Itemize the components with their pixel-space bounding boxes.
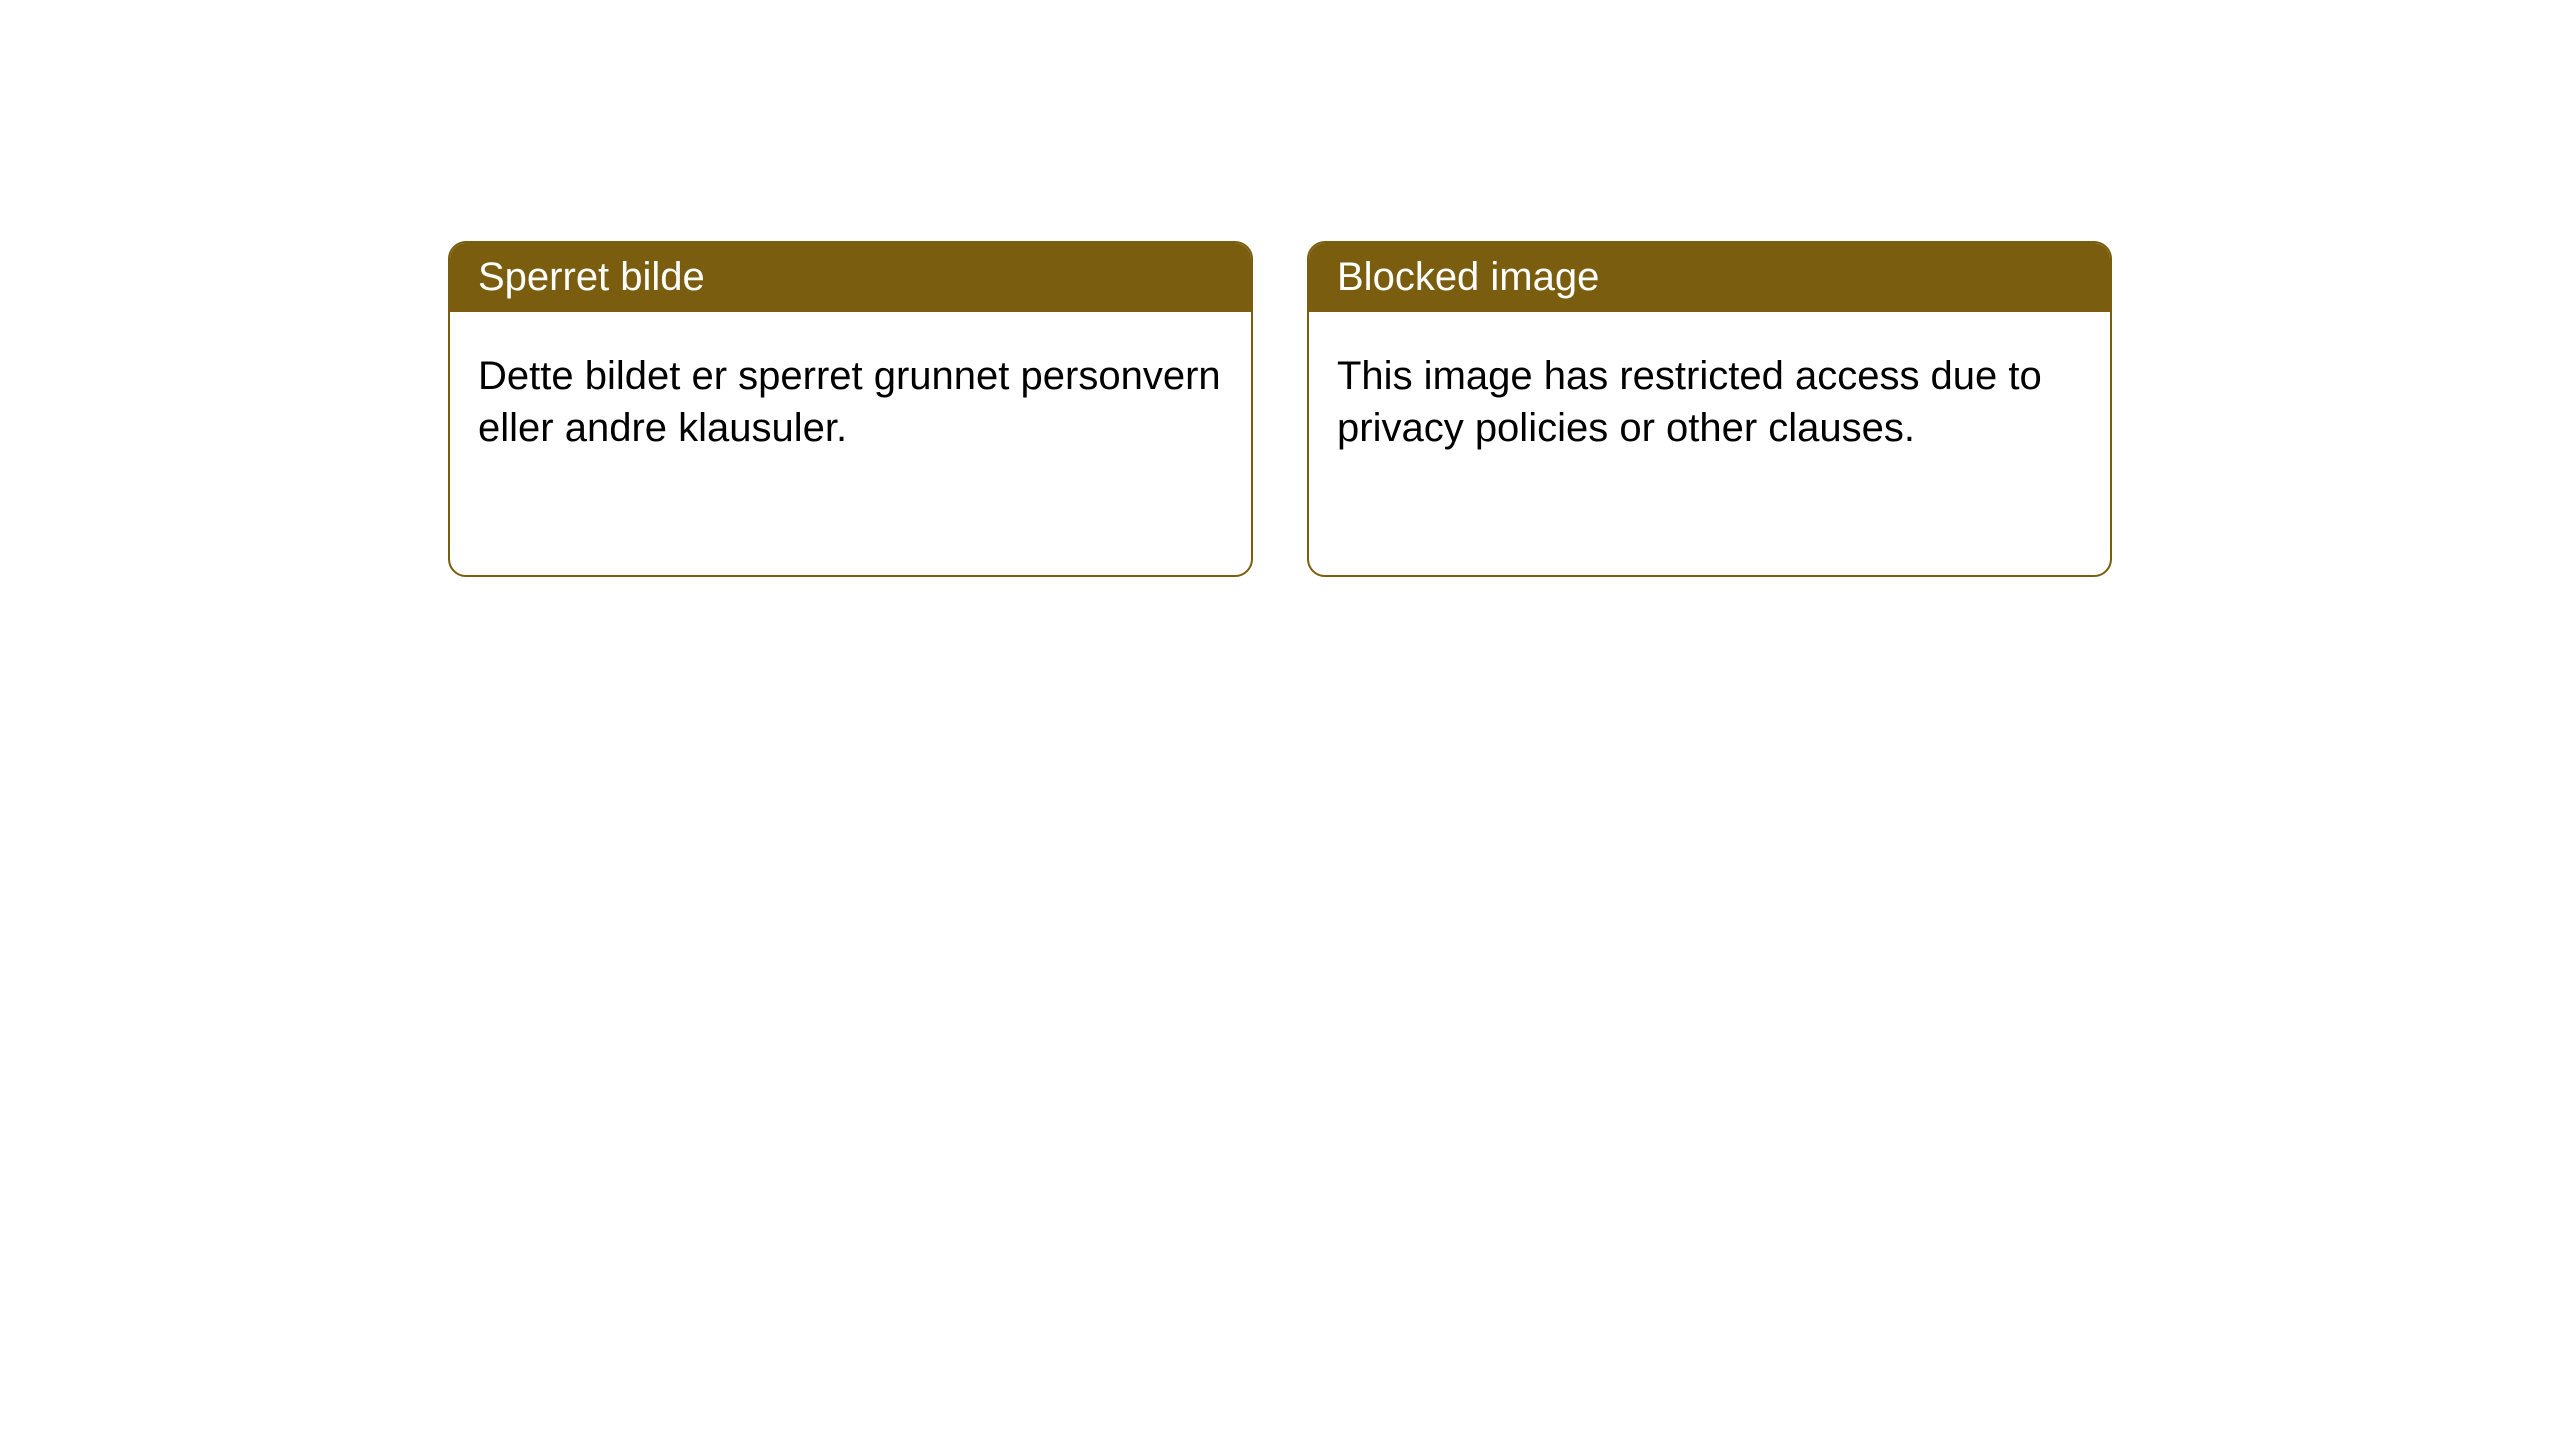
card-message: This image has restricted access due to …	[1337, 354, 2042, 450]
card-title: Sperret bilde	[478, 255, 705, 299]
blocked-image-card-en: Blocked image This image has restricted …	[1307, 241, 2112, 577]
card-header: Blocked image	[1309, 243, 2110, 312]
cards-container: Sperret bilde Dette bildet er sperret gr…	[0, 0, 2560, 577]
card-body: This image has restricted access due to …	[1309, 312, 2110, 492]
card-message: Dette bildet er sperret grunnet personve…	[478, 354, 1221, 450]
blocked-image-card-no: Sperret bilde Dette bildet er sperret gr…	[448, 241, 1253, 577]
card-title: Blocked image	[1337, 255, 1599, 299]
card-body: Dette bildet er sperret grunnet personve…	[450, 312, 1251, 492]
card-header: Sperret bilde	[450, 243, 1251, 312]
